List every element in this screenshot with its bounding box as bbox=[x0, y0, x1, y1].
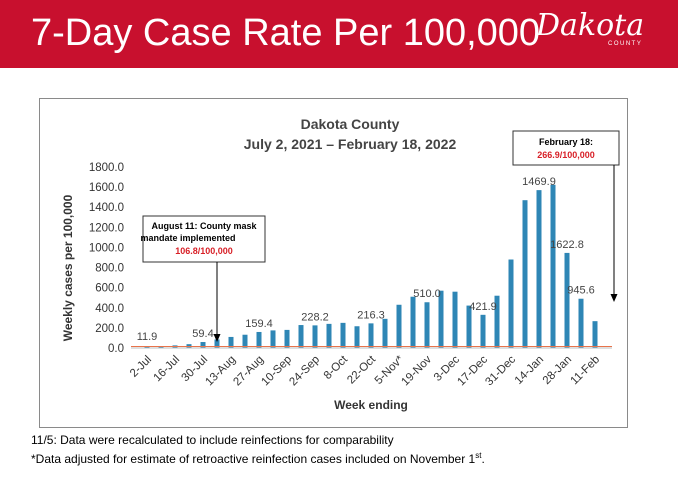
x-axis-label: Week ending bbox=[334, 398, 408, 412]
x-tick-label: 22-Oct bbox=[345, 353, 378, 386]
annotation-box-feb18 bbox=[512, 130, 620, 166]
bar-3-Sep bbox=[270, 330, 276, 348]
bar-26-Nov bbox=[438, 290, 444, 348]
bar-19-Nov bbox=[424, 302, 430, 348]
x-tick-label: 31-Dec bbox=[483, 353, 518, 388]
footnote-retroactive: *Data adjusted for estimate of retroacti… bbox=[31, 448, 485, 467]
x-tick-label: 24-Sep bbox=[287, 354, 322, 389]
x-tick-label: 14-Jan bbox=[513, 354, 546, 387]
footnotes: 11/5: Data were recalculated to include … bbox=[31, 432, 485, 467]
data-label: 159.4 bbox=[245, 318, 273, 330]
annotation-box-mask-mandate bbox=[142, 215, 266, 263]
bar-20-Aug bbox=[242, 334, 248, 348]
data-label: 266.9 bbox=[595, 0, 623, 3]
bar-3-Dec bbox=[452, 291, 458, 348]
bar-30-Jul bbox=[200, 342, 206, 348]
footnote-retroactive-text: *Data adjusted for estimate of retroacti… bbox=[31, 452, 476, 466]
x-tick-label: 17-Dec bbox=[455, 353, 490, 388]
x-tick-label: 11-Feb bbox=[568, 354, 602, 388]
data-label: 59.4 bbox=[192, 328, 213, 340]
bar-14-Jan bbox=[536, 190, 542, 348]
chart-subtitle: July 2, 2021 – February 18, 2022 bbox=[244, 136, 457, 152]
data-label: 1622.8 bbox=[550, 239, 584, 251]
x-tick-label: 28-Jan bbox=[541, 354, 574, 387]
bar-15-Oct bbox=[354, 326, 360, 348]
data-label: 945.6 bbox=[567, 285, 595, 297]
bar-9-Jul bbox=[158, 346, 164, 348]
bar-24-Dec bbox=[494, 295, 500, 348]
y-tick-label: 1800.0 bbox=[89, 162, 124, 174]
data-label: 1469.9 bbox=[522, 176, 556, 188]
annotation-feb18-arrowhead bbox=[610, 294, 618, 302]
data-label: 11.9 bbox=[137, 331, 158, 343]
annotation-feb18-value: 266.9/100,000 bbox=[537, 150, 595, 160]
bar-11-Feb bbox=[592, 321, 598, 348]
y-tick-label: 800.0 bbox=[95, 263, 124, 275]
bar-21-Jan bbox=[550, 184, 556, 348]
x-tick-label: 19-Nov bbox=[399, 353, 434, 388]
y-tick-label: 0.0 bbox=[108, 343, 124, 355]
bar-2-Jul bbox=[144, 346, 150, 348]
chart-frame bbox=[39, 98, 628, 428]
bar-17-Dec bbox=[480, 314, 486, 348]
bar-13-Aug bbox=[228, 336, 234, 348]
footnote-recalculated: 11/5: Data were recalculated to include … bbox=[31, 433, 394, 447]
data-label: 421.9 bbox=[469, 301, 497, 313]
bar-5-Nov* bbox=[396, 304, 402, 348]
logo-subtext: COUNTY bbox=[608, 41, 643, 47]
x-tick-label: 13-Aug bbox=[203, 354, 238, 389]
y-tick-label: 400.0 bbox=[95, 303, 124, 315]
annotation-feb18-line1: February 18: bbox=[539, 137, 593, 147]
bar-12-Nov bbox=[410, 296, 416, 348]
bar-4-Feb bbox=[578, 298, 584, 348]
bar-1-Oct bbox=[326, 323, 332, 348]
y-tick-label: 1200.0 bbox=[89, 222, 124, 234]
bar-8-Oct bbox=[340, 322, 346, 348]
bar-27-Aug bbox=[256, 331, 262, 348]
header-banner: 7-Day Case Rate Per 100,000 Dakota COUNT… bbox=[0, 0, 678, 68]
y-tick-label: 600.0 bbox=[95, 283, 124, 295]
bar-24-Sep bbox=[312, 325, 318, 348]
data-label: 216.3 bbox=[357, 309, 385, 321]
y-axis-label: Weekly cases per 100,000 bbox=[61, 194, 75, 341]
bar-10-Dec bbox=[466, 305, 472, 348]
bar-29-Oct bbox=[382, 318, 388, 348]
bar-10-Sep bbox=[284, 329, 290, 348]
data-label: 228.2 bbox=[301, 311, 329, 323]
annotation-mask-line1: August 11: County mask bbox=[151, 221, 257, 231]
logo-wordmark: Dakota bbox=[536, 8, 645, 43]
y-tick-label: 1000.0 bbox=[89, 242, 124, 254]
x-tick-label: 10-Sep bbox=[259, 354, 294, 389]
data-label: 510.0 bbox=[413, 288, 441, 300]
y-tick-label: 1400.0 bbox=[89, 202, 124, 214]
x-tick-label: 16-Jul bbox=[151, 354, 182, 385]
bar-28-Jan bbox=[564, 252, 570, 348]
bar-7-Jan bbox=[522, 200, 528, 348]
page-title: 7-Day Case Rate Per 100,000 bbox=[31, 12, 541, 54]
chart-title: Dakota County bbox=[301, 116, 400, 132]
annotation-mask-value: 106.8/100,000 bbox=[175, 246, 233, 256]
bar-17-Sep bbox=[298, 325, 304, 348]
y-tick-label: 1600.0 bbox=[89, 182, 124, 194]
bar-31-Dec bbox=[508, 259, 514, 348]
y-tick-label: 200.0 bbox=[95, 323, 124, 335]
bar-22-Oct bbox=[368, 323, 374, 348]
annotation-mask-arrowhead bbox=[213, 334, 221, 342]
footnote-period: . bbox=[481, 452, 485, 466]
bar-6-Aug bbox=[214, 339, 220, 348]
dakota-county-logo: Dakota COUNTY bbox=[536, 8, 660, 52]
footnote-superscript: st bbox=[475, 451, 482, 460]
annotation-mask-line2: mandate implemented bbox=[140, 233, 235, 243]
x-tick-label: 27-Aug bbox=[231, 354, 266, 389]
